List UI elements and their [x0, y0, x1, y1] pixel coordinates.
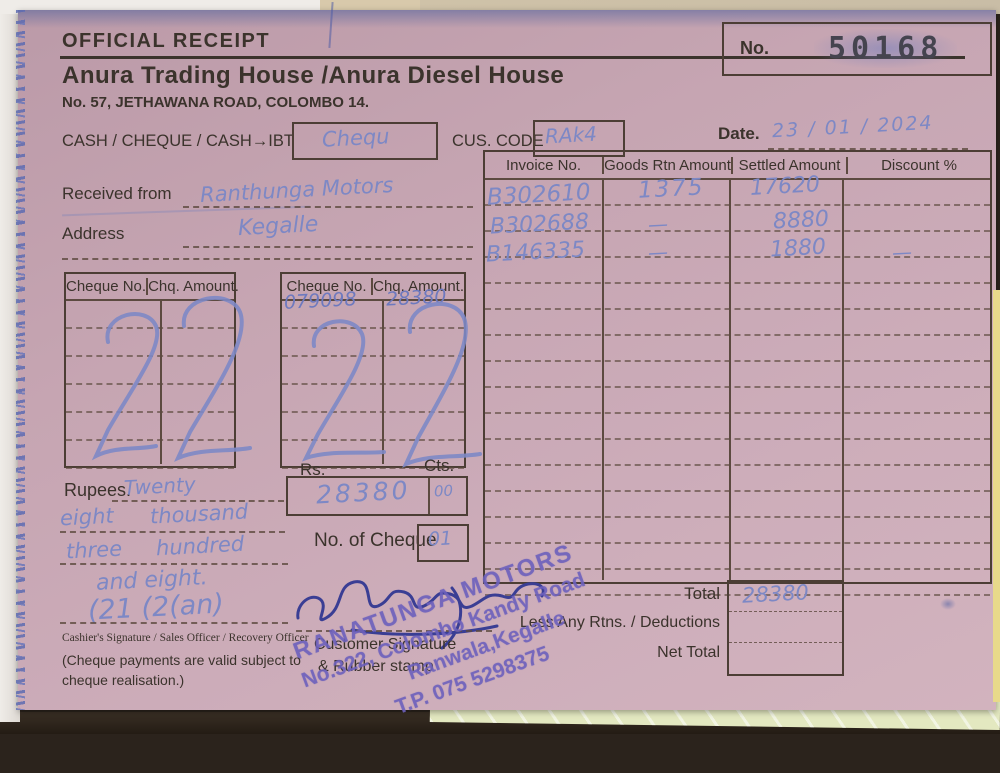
customer-signature-label-2: & Rubber stamp	[318, 658, 434, 675]
pen-scrawl-2	[174, 296, 252, 462]
rupees-words-3b: hundred	[155, 531, 245, 561]
rupees-words-3a: three	[65, 536, 123, 564]
invoice-row-1-no: B302610	[486, 179, 592, 211]
customer-signature-label-1: Customer Signature	[314, 636, 457, 653]
no-of-cheque-label: No. of Cheque	[314, 530, 437, 551]
cheque-table-right: Cheque No. Chq. Amount.	[280, 272, 466, 469]
rupees-label: Rupees.	[64, 480, 132, 500]
payment-mode-label: CASH / CHEQUE / CASH→IBT	[62, 132, 294, 150]
invoice-row-2-no: B302688	[489, 209, 590, 240]
rupees-line-3	[60, 563, 288, 565]
customer-signature-line	[296, 630, 492, 632]
customer-signature	[296, 580, 545, 650]
cus-code-value: RAk4	[544, 121, 598, 149]
chq-amount-header: Chq. Amount.	[146, 278, 239, 295]
rupees-line-2	[60, 531, 285, 533]
invoice-row-1-settled: 17620	[749, 172, 821, 201]
cus-code-label: CUS. CODE	[452, 132, 544, 150]
receipt-no-box: No. 50168	[722, 22, 992, 76]
title-rule	[60, 56, 965, 59]
rs-box	[286, 476, 468, 516]
cts-value: 00	[433, 481, 454, 501]
no-of-cheque-box	[417, 524, 469, 562]
cts-label: Cts.	[424, 456, 455, 475]
pen-scrawl-2	[402, 302, 482, 468]
address-label: Address	[62, 224, 125, 243]
net-total-label: Net Total	[657, 644, 720, 661]
totals-box	[727, 580, 844, 676]
under-sheet-edge	[993, 290, 1000, 702]
rupees-words-2a: eight	[59, 503, 115, 531]
company-address: No. 57, JETHAWANA ROAD, COLOMBO 14.	[62, 94, 369, 111]
date-label: Date.	[718, 124, 760, 143]
rupees-words-1: Twenty	[123, 472, 197, 500]
payment-mode-value: Chequ	[321, 124, 391, 152]
cus-code-box	[533, 120, 625, 157]
address-value: Kegalle	[237, 211, 319, 242]
pen-scrawl-2	[301, 319, 386, 462]
col-header-invoice-no: Invoice No.	[505, 156, 582, 174]
less-rtns-label: Less Any Rtns. / Deductions	[519, 614, 720, 631]
receipt-no-label: No.	[740, 38, 769, 58]
invoice-table: Invoice No. Goods Rtn Amount Settled Amo…	[483, 150, 992, 596]
cheque-note-line-1: (Cheque payments are valid subject to	[62, 652, 301, 668]
company-name: Anura Trading House /Anura Diesel House	[62, 62, 565, 89]
address-line	[183, 246, 473, 248]
invoice-row-3-discount: —	[891, 239, 913, 265]
ink-dot	[940, 598, 956, 610]
cheque-no-header: Cheque No.	[66, 278, 147, 295]
invoice-row-3-goods: —	[647, 239, 669, 265]
total-label: Total	[684, 584, 720, 603]
invoice-row-1-goods: 1375	[637, 174, 706, 204]
date-line	[768, 148, 968, 150]
payment-mode-box	[292, 122, 438, 160]
invoice-row-3-no: B146335	[485, 237, 586, 268]
received-from-line	[183, 206, 473, 208]
rs-value: 28380	[315, 475, 412, 510]
background-left	[0, 0, 20, 722]
col-header-discount: Discount %	[846, 156, 990, 174]
pen-scrawl-2	[91, 312, 160, 461]
col-header-settled: Settled Amount	[731, 156, 846, 174]
cheque-note-line-2: cheque realisation.)	[62, 672, 185, 688]
invoice-row-2-goods: —	[647, 211, 669, 237]
cashier-signature-label: Cashier's Signature / Sales Officer / Re…	[62, 632, 309, 644]
rupees-words-2b: thousand	[149, 499, 249, 529]
chq-amount-header: Chq. Amount.	[371, 278, 464, 295]
col-header-goods-rtn: Goods Rtn Amount	[602, 156, 731, 174]
total-value: 28380	[741, 580, 810, 608]
perforated-edge	[16, 10, 25, 710]
invoice-row-2-settled: 8880	[772, 206, 830, 235]
receipt-number-stamp: 50168	[814, 29, 958, 68]
cheque-no-header: Cheque No.	[286, 278, 367, 295]
rupees-line-4	[60, 622, 288, 624]
rupees-line-1	[112, 500, 284, 502]
spare-line	[62, 258, 472, 260]
rs-label: Rs.	[300, 460, 326, 479]
page-title: OFFICIAL RECEIPT	[62, 30, 271, 52]
invoice-row-3-settled: 1880	[769, 234, 827, 263]
received-from-label: Received from	[62, 184, 172, 203]
invoice-table-body	[485, 180, 990, 596]
no-of-cheque-value: 01	[427, 527, 453, 551]
